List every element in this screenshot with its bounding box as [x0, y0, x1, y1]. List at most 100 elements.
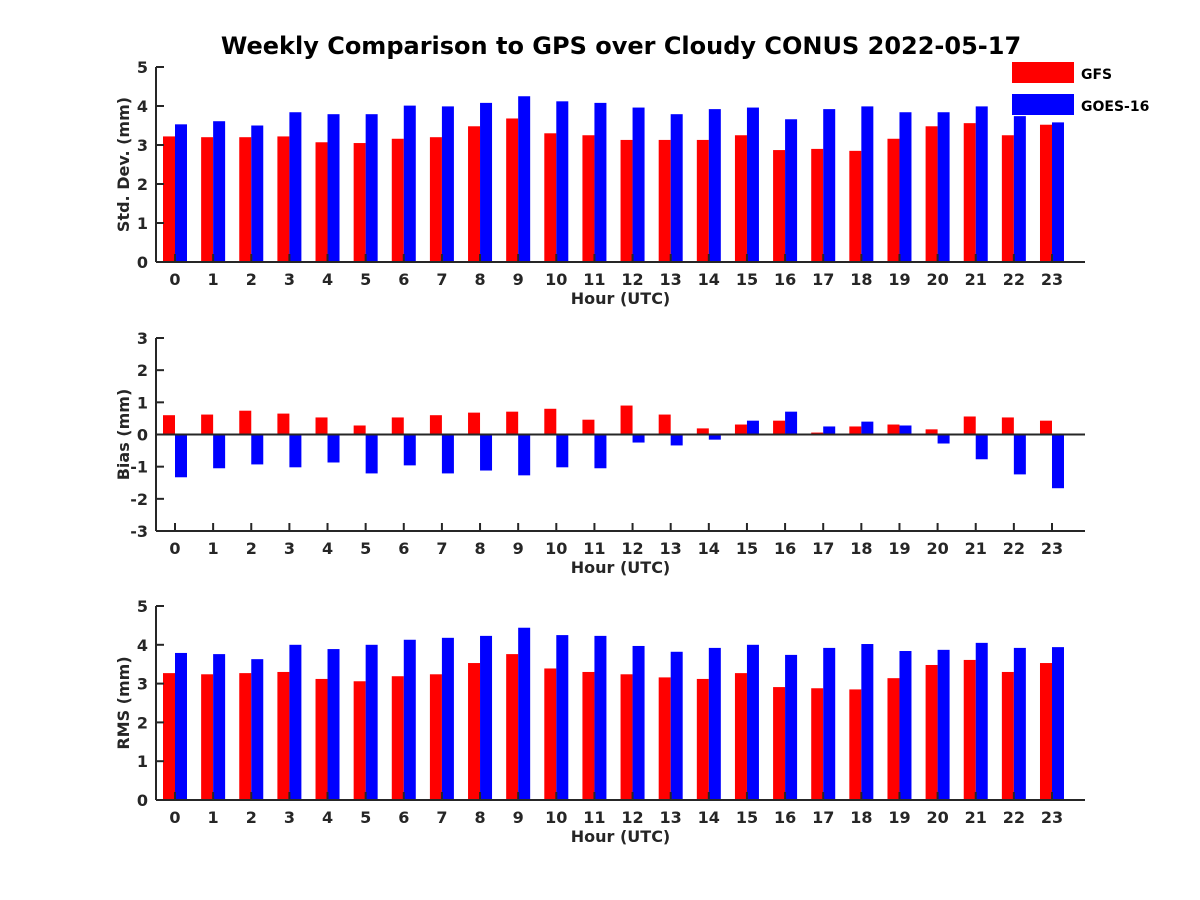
y-tick-label: 2	[137, 361, 148, 380]
bar-gfs-hour-2	[239, 673, 252, 800]
bar-gfs-hour-6	[391, 417, 404, 435]
x-tick-label: 20	[926, 808, 948, 827]
bar-gfs-hour-16	[773, 150, 786, 262]
x-tick-label: 14	[698, 539, 720, 558]
x-tick-label: 20	[926, 539, 948, 558]
bar-gfs-hour-8	[468, 412, 481, 435]
x-tick-label: 2	[246, 808, 257, 827]
bar-gfs-hour-12	[620, 139, 633, 262]
x-tick-label: 15	[736, 808, 758, 827]
bar-gfs-hour-13	[658, 677, 671, 800]
bar-goes16-hour-14	[708, 647, 721, 800]
x-tick-label: 8	[474, 808, 485, 827]
bar-gfs-hour-22	[1001, 135, 1014, 262]
bar-gfs-hour-2	[239, 137, 252, 262]
bar-gfs-hour-17	[811, 148, 824, 262]
x-tick-label: 10	[545, 808, 567, 827]
bar-gfs-hour-3	[277, 136, 290, 262]
x-tick-label: 6	[398, 539, 409, 558]
y-tick-label: 0	[137, 791, 148, 810]
bar-gfs-hour-16	[773, 687, 786, 800]
bar-goes16-hour-10	[556, 635, 569, 800]
x-tick-label: 19	[888, 808, 910, 827]
bar-goes16-hour-0	[175, 434, 187, 478]
bar-gfs-hour-19	[887, 678, 900, 800]
y-tick-label: 5	[137, 597, 148, 616]
bar-gfs-hour-4	[315, 142, 328, 262]
x-tick-label: 10	[545, 270, 567, 289]
bar-goes16-hour-8	[480, 434, 493, 471]
bar-gfs-hour-0	[163, 673, 175, 800]
x-tick-label: 23	[1041, 808, 1063, 827]
bar-gfs-hour-14	[696, 678, 709, 800]
y-tick-label: 3	[137, 136, 148, 155]
bar-goes16-hour-21	[975, 642, 988, 800]
bar-gfs-hour-20	[925, 664, 938, 800]
bar-goes16-hour-3	[289, 112, 302, 263]
x-tick-label: 5	[360, 539, 371, 558]
bar-gfs-hour-16	[773, 420, 786, 435]
x-tick-label: 3	[284, 808, 295, 827]
bar-goes16-hour-7	[441, 637, 454, 800]
bar-goes16-hour-12	[632, 107, 645, 262]
bar-gfs-hour-8	[468, 126, 481, 262]
x-tick-label: 4	[322, 808, 333, 827]
bar-goes16-hour-2	[251, 434, 264, 465]
bar-gfs-hour-18	[849, 426, 862, 435]
bar-gfs-hour-19	[887, 138, 900, 262]
bar-goes16-hour-8	[480, 102, 493, 262]
bar-goes16-hour-11	[594, 635, 607, 800]
y-tick-label: 2	[137, 175, 148, 194]
bar-gfs-hour-10	[544, 668, 557, 800]
y-tick-label: 3	[137, 329, 148, 348]
bar-goes16-hour-22	[1013, 647, 1026, 800]
bar-goes16-hour-5	[365, 644, 378, 800]
x-tick-label: 13	[660, 270, 682, 289]
bar-gfs-hour-1	[201, 137, 214, 262]
bar-gfs-hour-21	[963, 659, 976, 800]
bar-goes16-hour-0	[175, 124, 187, 262]
y-tick-label: 5	[137, 58, 148, 77]
bar-gfs-hour-10	[544, 408, 557, 435]
bar-goes16-hour-7	[441, 106, 454, 262]
x-axis-label: Hour (UTC)	[571, 289, 671, 308]
bar-gfs-hour-21	[963, 123, 976, 262]
y-tick-label: 4	[137, 97, 148, 116]
x-tick-label: 8	[474, 270, 485, 289]
y-tick-label: 1	[137, 393, 148, 412]
bar-goes16-hour-23	[1051, 122, 1064, 262]
x-tick-label: 21	[965, 808, 987, 827]
x-tick-label: 1	[208, 539, 219, 558]
bar-goes16-hour-10	[556, 434, 569, 468]
bar-goes16-hour-15	[746, 107, 759, 262]
x-tick-label: 20	[926, 270, 948, 289]
bar-goes16-hour-9	[518, 627, 531, 800]
bar-gfs-hour-18	[849, 689, 862, 800]
bar-goes16-hour-18	[861, 421, 874, 435]
x-tick-label: 9	[513, 539, 524, 558]
bar-goes16-hour-10	[556, 101, 569, 262]
bar-gfs-hour-1	[201, 674, 214, 800]
x-tick-label: 9	[513, 808, 524, 827]
x-tick-label: 16	[774, 808, 796, 827]
x-tick-label: 18	[850, 808, 872, 827]
y-axis-label: Bias (mm)	[114, 389, 133, 481]
bar-goes16-hour-1	[213, 654, 226, 800]
bar-goes16-hour-20	[937, 434, 950, 444]
legend-swatch-gfs	[1012, 62, 1074, 83]
bar-goes16-hour-20	[937, 649, 950, 800]
bar-gfs-hour-20	[925, 429, 938, 435]
legend-label-gfs: GFS	[1081, 67, 1112, 83]
bar-goes16-hour-9	[518, 434, 531, 476]
x-tick-label: 16	[774, 539, 796, 558]
y-tick-label: -3	[130, 522, 148, 541]
bar-gfs-hour-4	[315, 678, 328, 800]
bar-gfs-hour-22	[1001, 417, 1014, 435]
bar-goes16-hour-5	[365, 434, 378, 474]
y-tick-label: -2	[130, 490, 148, 509]
chart-title: Weekly Comparison to GPS over Cloudy CON…	[221, 32, 1021, 60]
x-tick-label: 12	[621, 808, 643, 827]
x-axis-label: Hour (UTC)	[571, 558, 671, 577]
